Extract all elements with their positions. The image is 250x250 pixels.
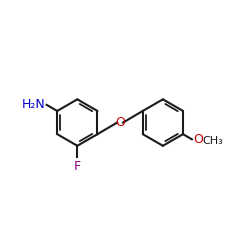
Text: H₂N: H₂N [22,98,46,111]
Text: CH₃: CH₃ [202,136,223,145]
Text: O: O [115,116,125,129]
Text: O: O [193,133,203,146]
Text: F: F [74,160,81,173]
